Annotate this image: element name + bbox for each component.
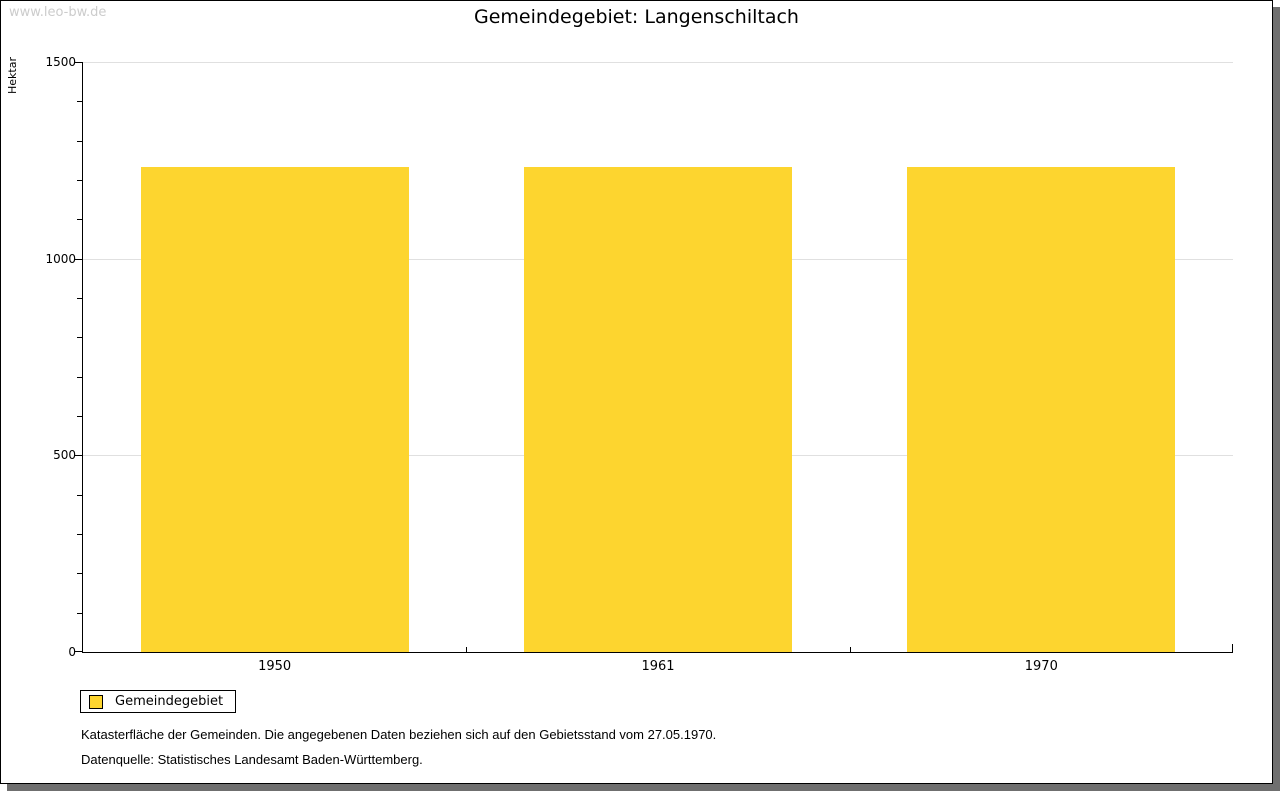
y-axis-minor-tick [77, 416, 82, 417]
bar-1970 [907, 166, 1176, 652]
y-axis-tick [74, 455, 82, 457]
y-axis-minor-tick [77, 298, 82, 299]
y-gridline [83, 62, 1233, 63]
y-axis-minor-tick [77, 494, 82, 496]
legend-swatch-icon [89, 694, 103, 709]
y-axis-minor-tick [77, 180, 82, 181]
y-axis-tick [74, 258, 82, 260]
x-category-label: 1950 [258, 659, 292, 674]
y-axis-tick [74, 62, 82, 63]
bar-1950 [140, 166, 409, 652]
x-axis-tick [466, 647, 468, 652]
x-axis-tick [849, 647, 851, 652]
plot-area: 0 500 1000 1500 1950 1961 1970 [45, 55, 1233, 674]
y-axis-minor-tick [77, 534, 82, 535]
x-axis-end-tick [1232, 644, 1233, 652]
bar-1961 [523, 166, 793, 652]
y-axis-minor-tick [77, 612, 82, 614]
y-axis-tick-label: 500 [53, 448, 76, 463]
watermark: www.leo-bw.de [9, 5, 107, 20]
footnote-gebietsstand: Katasterfläche der Gemeinden. Die angege… [81, 727, 717, 742]
footnote-datenquelle: Datenquelle: Statistisches Landesamt Bad… [81, 752, 423, 767]
y-axis-tick-label: 0 [68, 645, 76, 659]
y-axis-minor-tick [77, 376, 82, 378]
y-axis-tick [74, 651, 82, 652]
y-axis-minor-tick [77, 219, 82, 221]
y-axis-minor-tick [77, 101, 82, 103]
chart-title: Gemeindegebiet: Langenschiltach [474, 6, 799, 28]
y-axis-minor-tick [77, 140, 82, 142]
legend: Gemeindegebiet [80, 690, 236, 713]
x-category-label: 1961 [641, 659, 675, 674]
y-axis-minor-tick [77, 573, 82, 575]
y-axis-tick-label: 1500 [45, 55, 76, 69]
legend-label: Gemeindegebiet [115, 694, 224, 709]
y-axis-tick-label: 1000 [45, 251, 76, 266]
x-category-label: 1970 [1024, 659, 1058, 674]
y-axis-label: Hektar [6, 57, 19, 94]
y-axis-minor-tick [77, 337, 82, 339]
